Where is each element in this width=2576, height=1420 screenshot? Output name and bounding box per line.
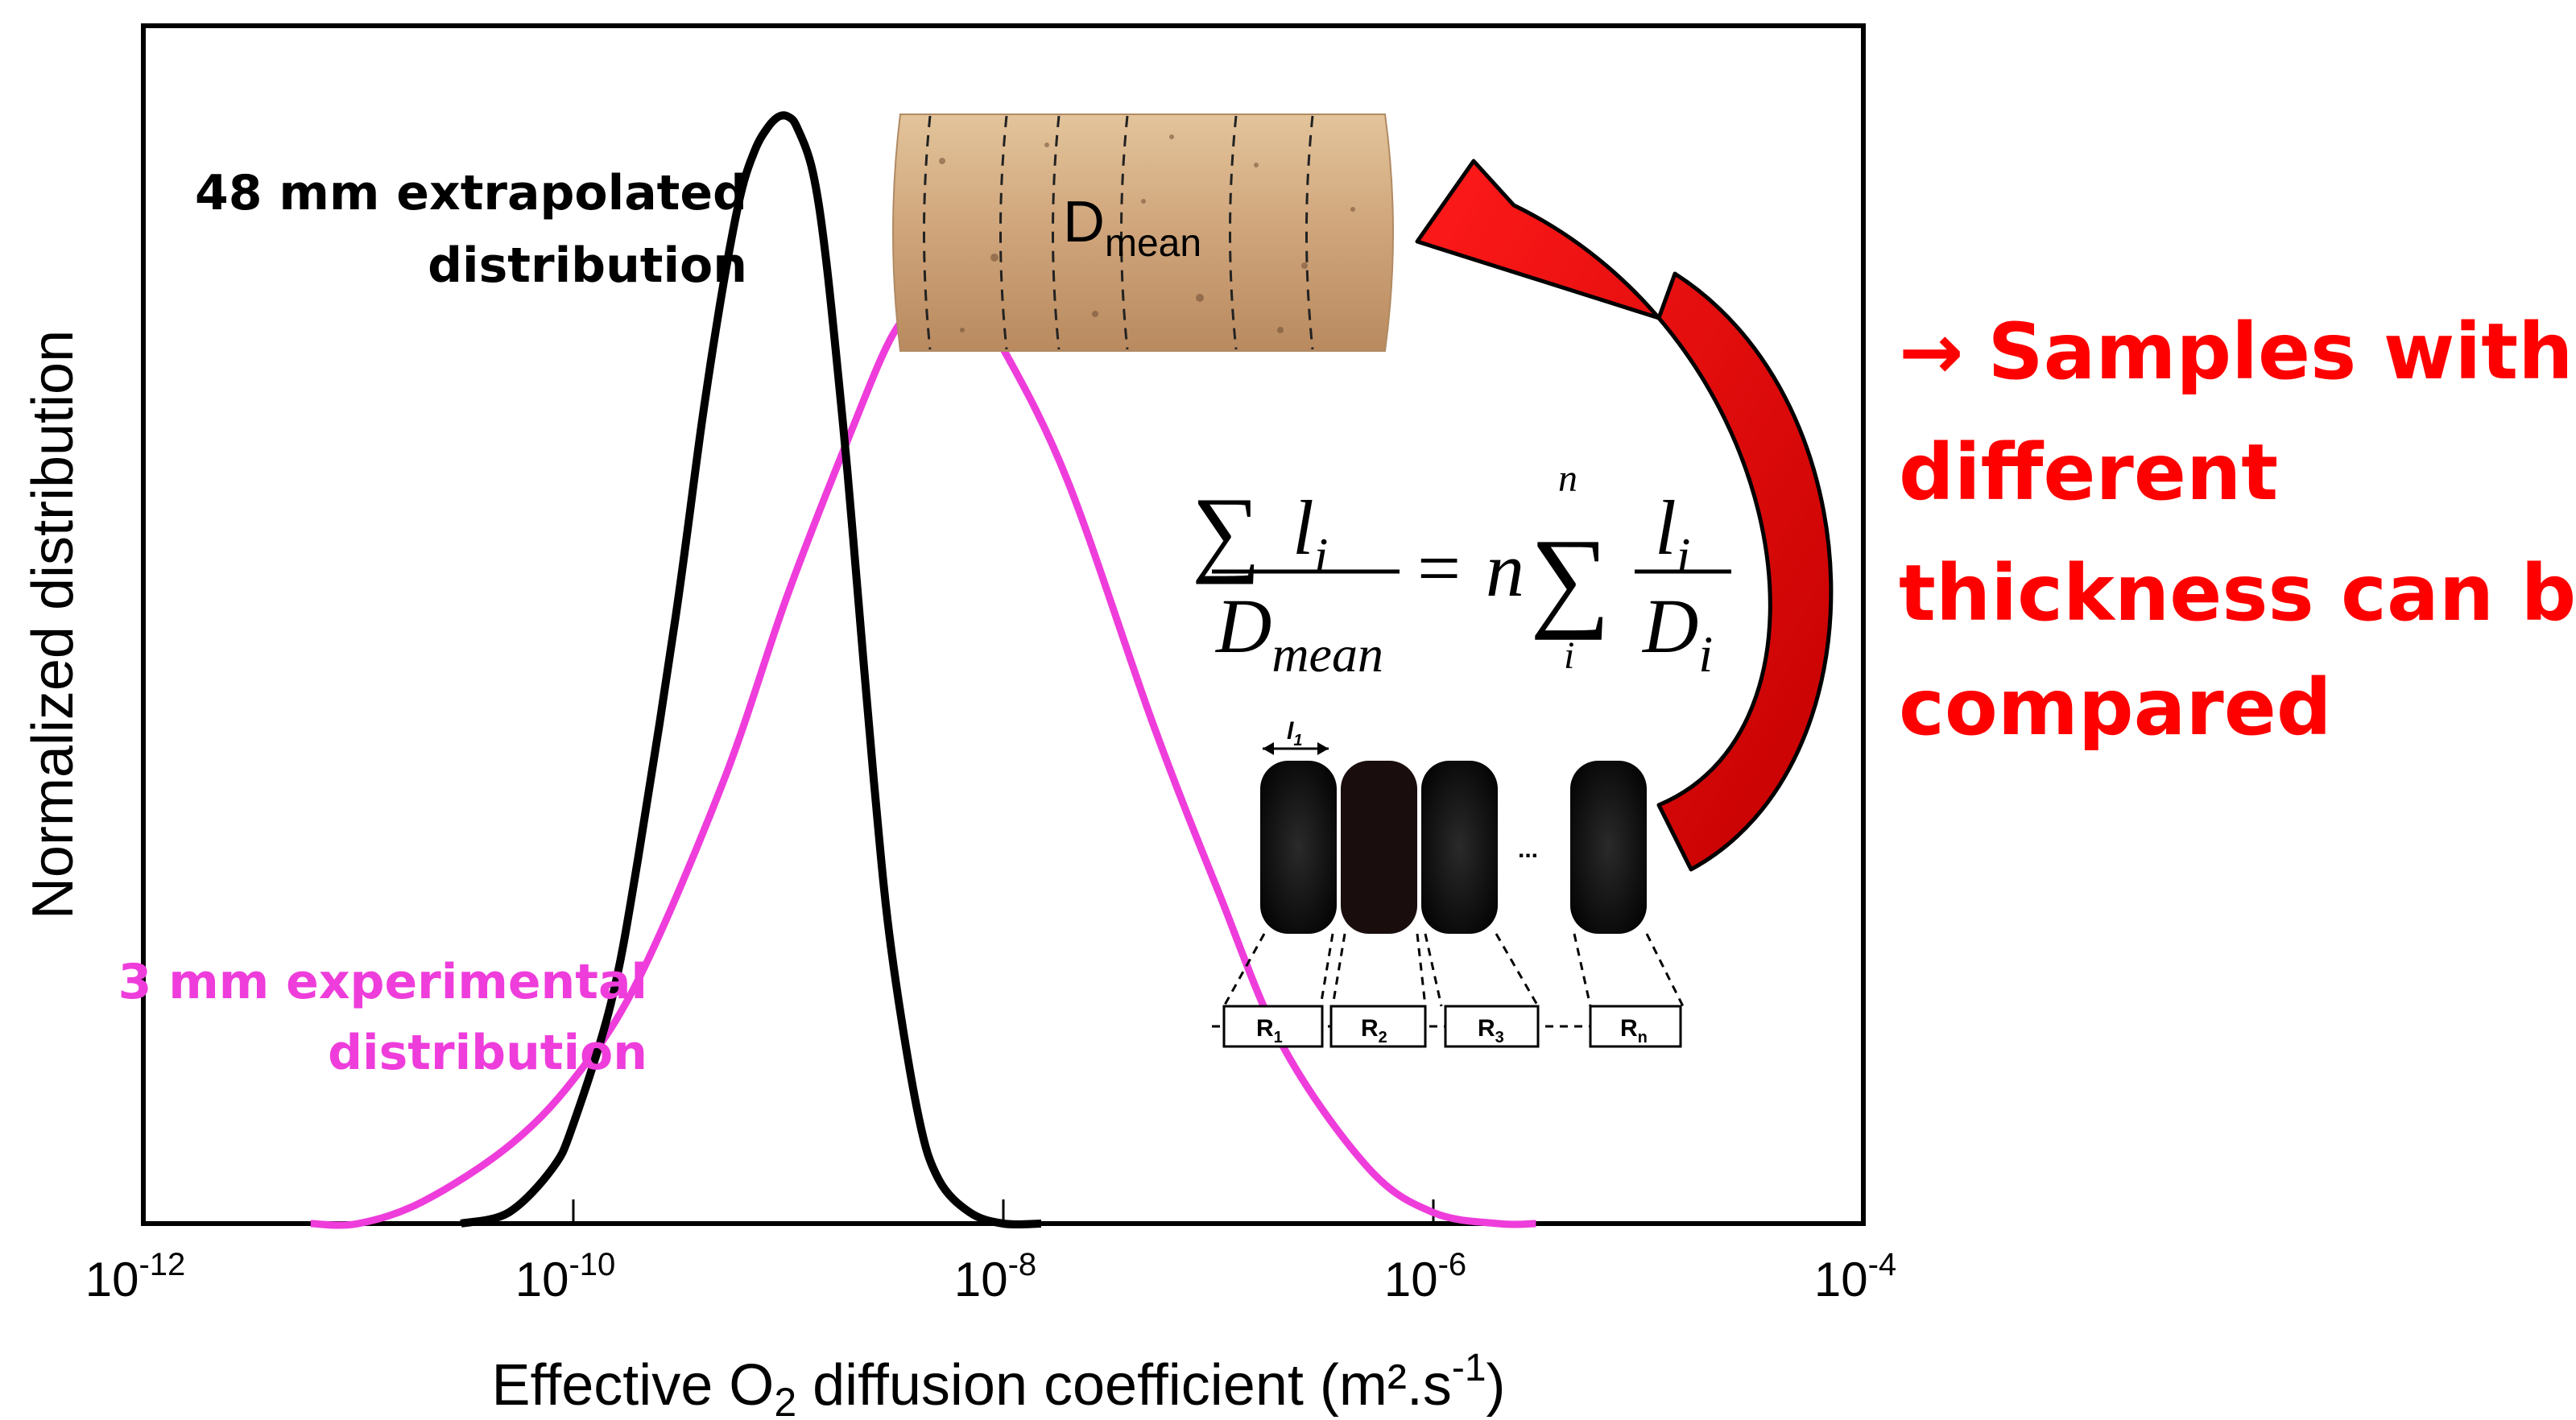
svg-text:n: n xyxy=(1486,526,1524,613)
x-tick-label-0: 10-12 xyxy=(85,1247,186,1306)
red-curved-arrow xyxy=(1415,159,1834,872)
x-tick-labels: 10-12 10-10 10-8 10-6 10-4 xyxy=(85,1247,1896,1306)
cork-cylinder-image: Dmean xyxy=(892,114,1394,352)
cork-label: Dmean xyxy=(1063,190,1201,265)
y-axis-title: Normalized distribution xyxy=(21,330,85,919)
svg-text:li: li xyxy=(1292,485,1328,584)
x-tick-label-2: 10-8 xyxy=(954,1247,1036,1306)
svg-text:i: i xyxy=(1564,634,1574,677)
formula: ∑ li Dmean = n n ∑ i li Di xyxy=(1192,457,1731,683)
svg-text:∑: ∑ xyxy=(1192,477,1261,584)
svg-text:→Samples with: → Samples with xyxy=(1899,307,2574,397)
svg-text:...: ... xyxy=(1518,836,1538,863)
svg-text:li: li xyxy=(1655,485,1690,584)
svg-text:l1: l1 xyxy=(1287,718,1302,749)
slice-diagram: l1 ... R1 R2 R3 Rn xyxy=(1212,718,1685,1048)
conclusion-text: → Samples with different thickness can be… xyxy=(1899,307,2576,753)
x-tick-label-3: 10-6 xyxy=(1384,1247,1466,1306)
x-tick-label-4: 10-4 xyxy=(1814,1247,1896,1306)
svg-text:R2: R2 xyxy=(1361,1015,1387,1046)
svg-text:∑: ∑ xyxy=(1530,516,1611,641)
svg-text:n: n xyxy=(1558,457,1577,500)
svg-text:Di: Di xyxy=(1641,583,1713,683)
x-axis-title: Effective O2 diffusion coefficient (m².s… xyxy=(491,1347,1505,1420)
svg-text:different: different xyxy=(1899,427,2278,518)
x-tick-label-1: 10-10 xyxy=(515,1247,616,1306)
svg-text:compared: compared xyxy=(1899,663,2332,753)
svg-text:thickness can be: thickness can be xyxy=(1899,548,2576,638)
x-ticks xyxy=(142,1199,1865,1224)
svg-text:=: = xyxy=(1417,525,1461,611)
svg-text:R3: R3 xyxy=(1478,1015,1504,1046)
annotation-3mm-line2: distribution xyxy=(328,1025,647,1081)
svg-text:Dmean: Dmean xyxy=(1214,583,1383,683)
svg-text:Rn: Rn xyxy=(1620,1015,1648,1046)
series-line-3mm xyxy=(310,290,1536,1229)
annotation-48mm-line2: distribution xyxy=(428,237,747,294)
svg-text:R1: R1 xyxy=(1256,1015,1283,1046)
series-line-48mm xyxy=(460,111,1042,1229)
annotation-3mm-line1: 3 mm experimental xyxy=(118,954,647,1010)
annotation-48mm-line1: 48 mm extrapolated xyxy=(195,165,747,221)
